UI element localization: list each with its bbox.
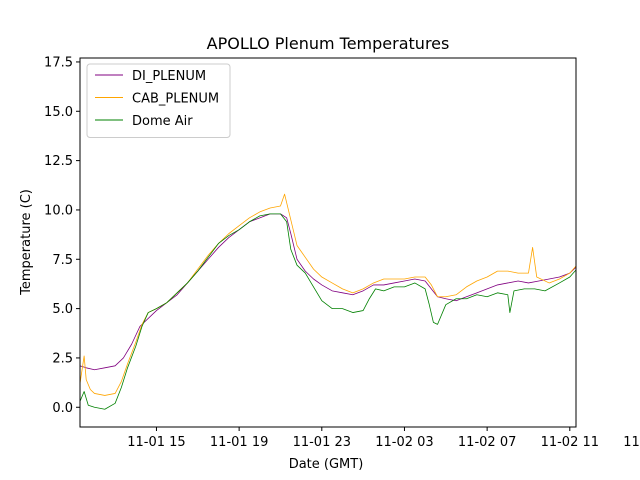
legend: DI_PLENUM CAB_PLENUM Dome Air xyxy=(86,63,231,138)
series-group xyxy=(80,193,576,410)
legend-label: Dome Air xyxy=(132,114,193,129)
y-tick-label: 5.0 xyxy=(52,302,73,317)
y-tick-label: 12.5 xyxy=(44,154,73,169)
legend-label: CAB_PLENUM xyxy=(132,92,219,107)
series-line-dome-air xyxy=(80,213,576,410)
chart-title: APOLLO Plenum Temperatures xyxy=(207,34,450,53)
x-tick-label: 11-02 07 xyxy=(458,435,516,450)
x-tick-label: 11-02 11 xyxy=(541,435,599,450)
y-tick-label: 15.0 xyxy=(44,105,73,120)
y-tick-label: 7.5 xyxy=(52,253,73,268)
x-tick-label: 11-01 15 xyxy=(127,435,185,450)
x-axis-title: Date (GMT) xyxy=(289,457,364,472)
y-tick-label: 0.0 xyxy=(52,401,73,416)
x-tick-label: 11-02 15 xyxy=(623,435,640,450)
legend-box xyxy=(86,63,231,138)
y-tick-label: 17.5 xyxy=(44,55,73,70)
y-tick-label: 2.5 xyxy=(52,351,73,366)
y-tick-label: 10.0 xyxy=(44,203,73,218)
y-axis-title: Temperature (C) xyxy=(19,189,34,296)
axes: 0.0 2.5 5.0 7.5 10.0 12.5 15.0 17.5 11-01 15 11-0… xyxy=(44,55,640,450)
plot-frame xyxy=(79,57,577,428)
x-tick-label: 11-01 19 xyxy=(210,435,268,450)
x-tick-label: 11-02 03 xyxy=(375,435,433,450)
legend-label: DI_PLENUM xyxy=(132,69,206,84)
x-tick-label: 11-01 23 xyxy=(293,435,351,450)
